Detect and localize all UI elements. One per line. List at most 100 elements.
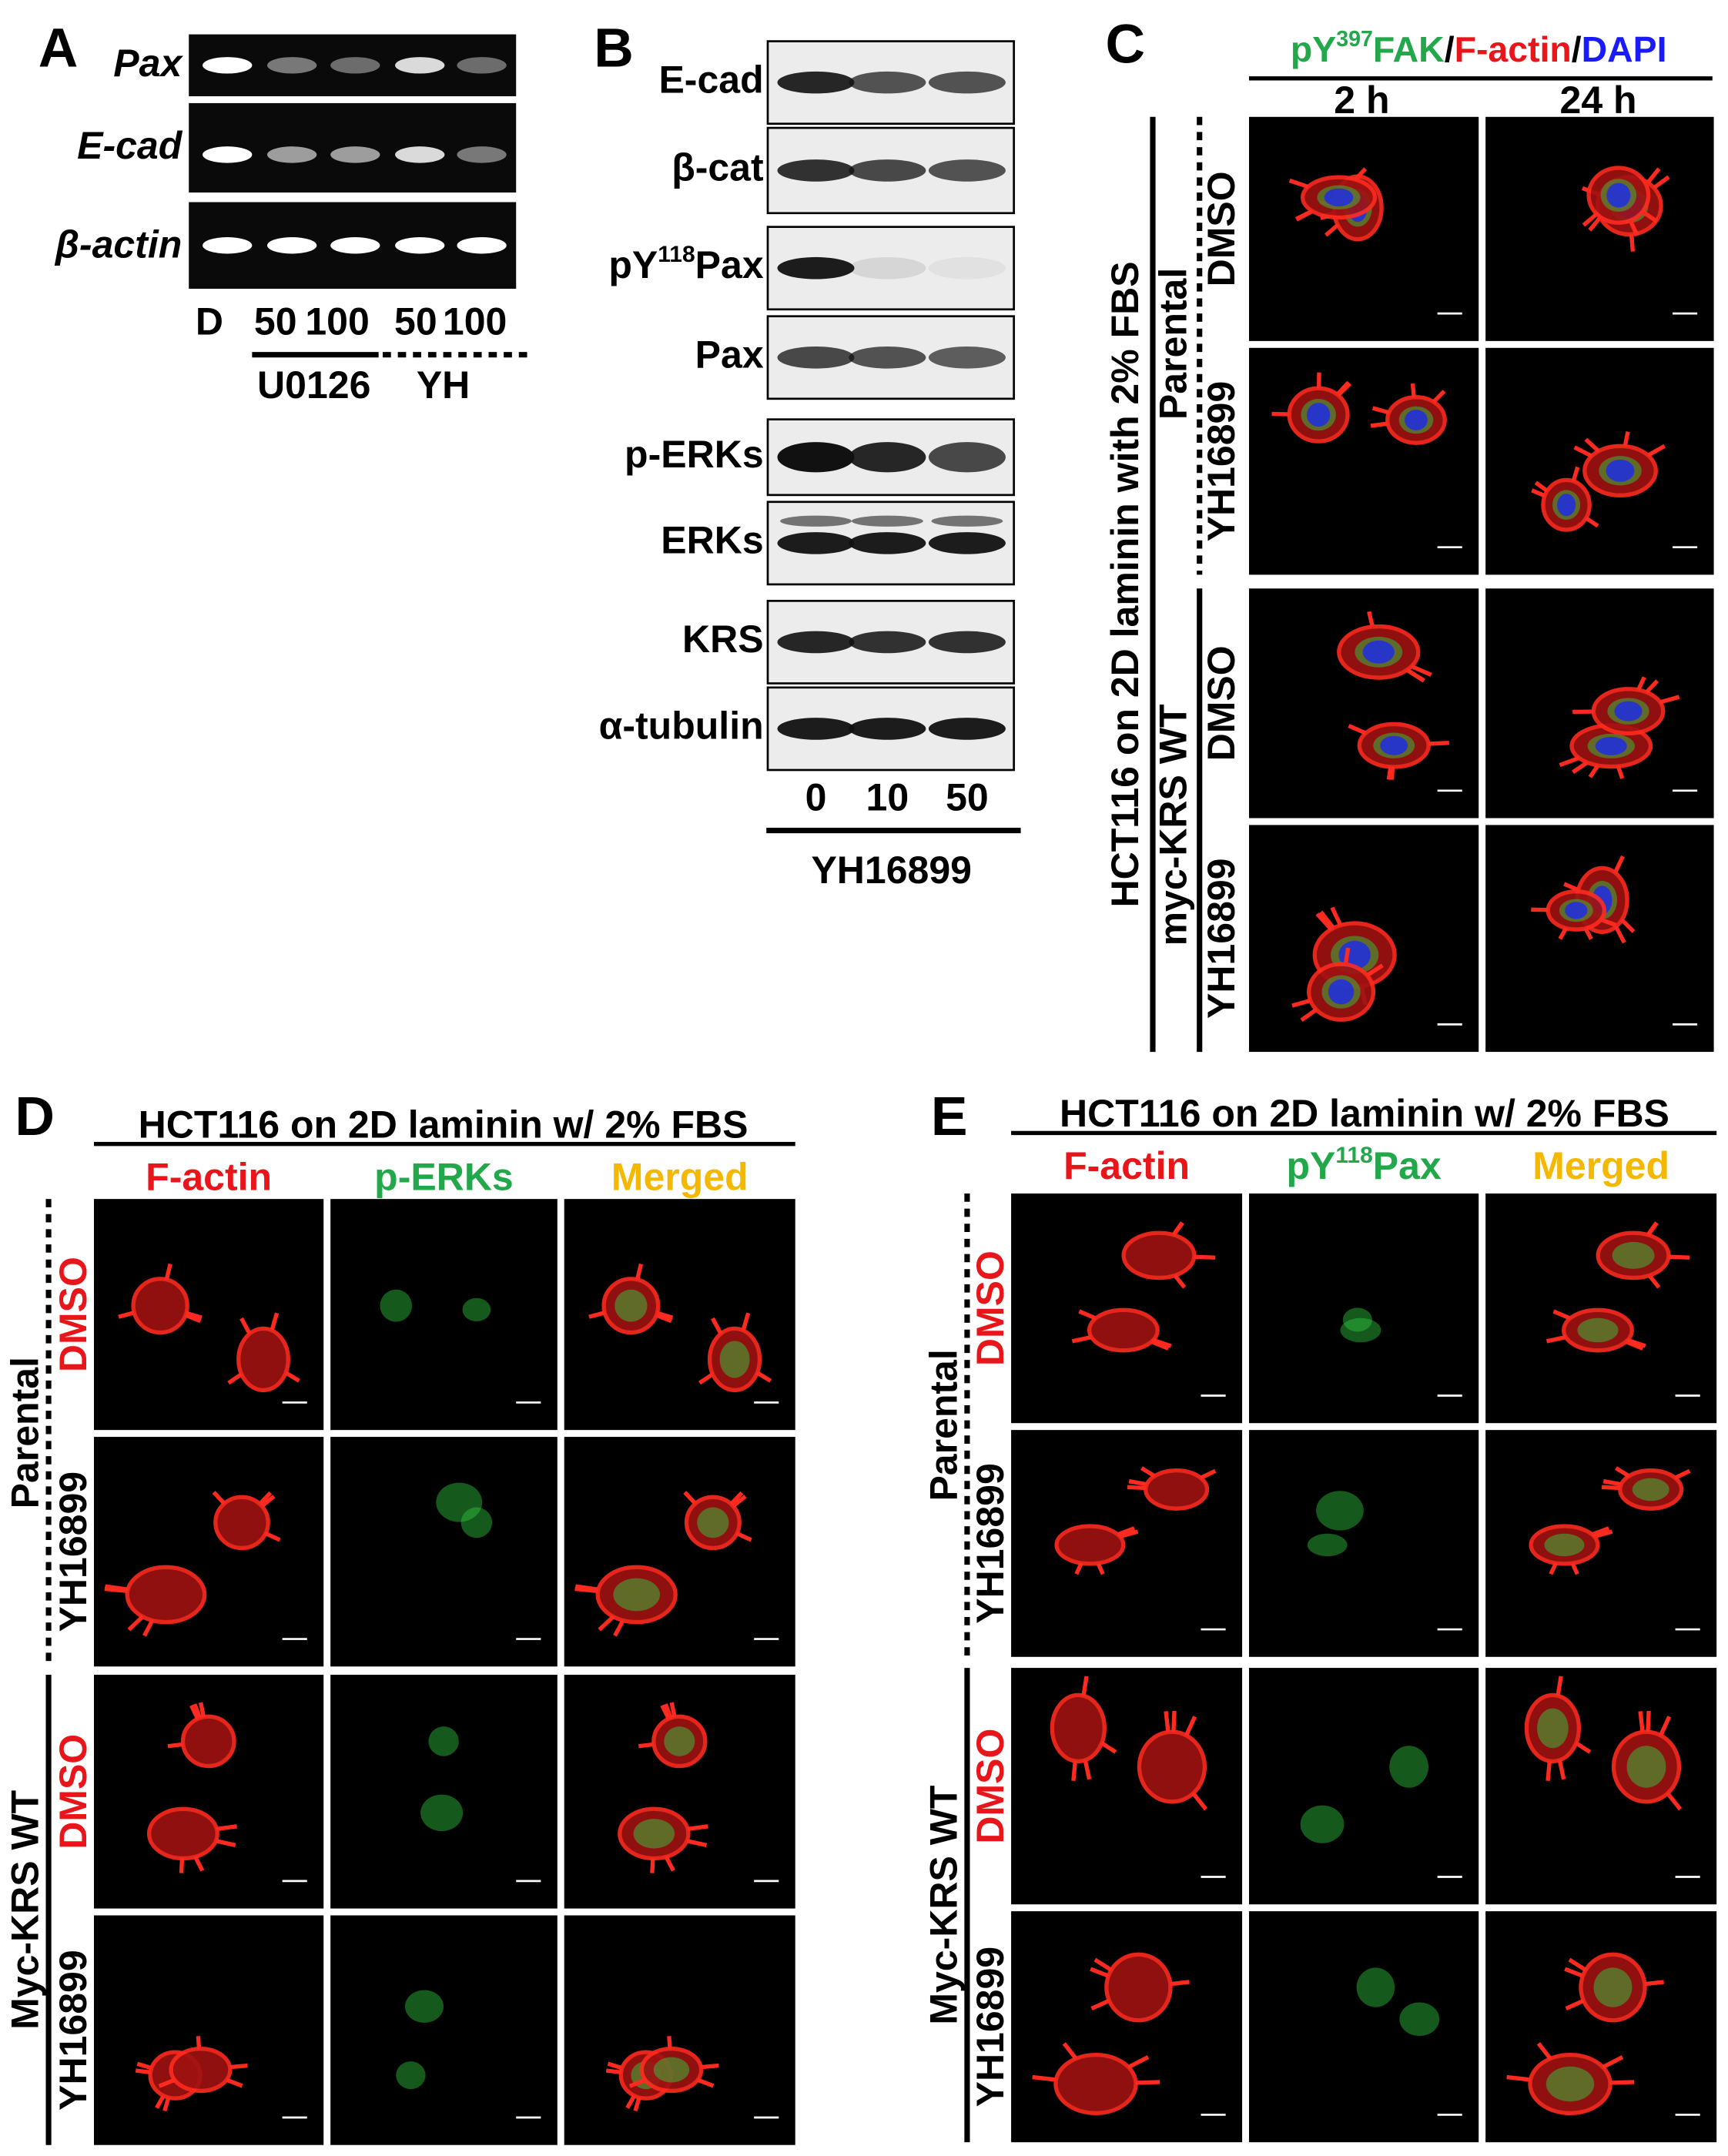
cell-protrusion	[755, 1371, 772, 1383]
micrograph	[1011, 1430, 1243, 1657]
cell-nucleus	[1362, 640, 1395, 664]
cell-protrusion	[258, 1491, 273, 1506]
cell-protrusion	[1545, 1760, 1552, 1782]
cell-protrusion	[1612, 855, 1625, 874]
cell-protrusion	[1646, 1710, 1651, 1732]
micrograph	[1485, 116, 1714, 341]
cell-protrusion	[229, 2063, 248, 2070]
cell-protrusion	[1365, 963, 1384, 977]
cell-protrusion	[735, 1532, 752, 1542]
cell-line-label: Parental	[3, 1357, 46, 1508]
cell-protrusion	[1582, 212, 1599, 227]
cell-protrusion	[155, 2094, 166, 2109]
gel-band	[457, 237, 507, 254]
cell-protrusion	[1609, 2080, 1635, 2085]
title-part: pY	[1291, 29, 1336, 69]
blot-band	[928, 159, 1006, 182]
lane-label: 10	[866, 775, 909, 819]
cell-protrusion	[1653, 175, 1670, 190]
gel-band	[330, 57, 380, 74]
cell-protrusion	[1602, 1479, 1622, 1487]
cell-signal	[653, 2057, 690, 2083]
cell-protrusion	[633, 2097, 641, 2112]
cell-protrusion	[613, 1619, 625, 1637]
micrograph	[330, 1199, 558, 1431]
cell-protrusion	[135, 2068, 151, 2074]
cell-protrusion	[1552, 1309, 1572, 1321]
cell-signal	[1537, 1708, 1569, 1749]
gel-band	[203, 146, 253, 163]
cell-protrusion	[1090, 1998, 1110, 2010]
micrograph	[330, 1437, 558, 1667]
cell-protrusion	[625, 2094, 637, 2109]
panel-title: HCT116 on 2D laminin w/ 2% FBS	[1060, 1092, 1669, 1135]
cell-actin	[1121, 1230, 1197, 1281]
cell-protrusion	[1405, 668, 1425, 683]
gel-band	[457, 57, 507, 74]
cell-protrusion	[650, 1858, 655, 1873]
column-label: 24 h	[1560, 79, 1637, 122]
cell-protrusion	[1062, 2042, 1078, 2061]
cell-protrusion	[162, 2097, 171, 2112]
channel-label: Merged	[1532, 1144, 1669, 1187]
treatment-label: YH16899	[969, 1463, 1012, 1624]
lane-label: 50	[254, 300, 297, 343]
cell-signal	[1399, 2002, 1440, 2037]
superscript: 118	[658, 242, 695, 267]
protein-label: pY118Pax	[608, 242, 763, 286]
micrograph	[330, 1915, 558, 2145]
blot-band	[777, 532, 855, 554]
cell-protrusion	[667, 2036, 672, 2049]
cell-protrusion	[1638, 1711, 1645, 1732]
cell-protrusion	[1386, 766, 1393, 780]
lane-label: 100	[443, 300, 507, 343]
cell-protrusion	[1644, 1980, 1664, 1987]
lane-label: 100	[305, 300, 369, 343]
cell-actin	[131, 1277, 189, 1335]
gel-band	[267, 146, 317, 163]
cell-protrusion	[1625, 1339, 1644, 1351]
cell-protrusion	[1557, 1759, 1566, 1780]
cell-protrusion	[1032, 2074, 1057, 2082]
blot-band	[928, 71, 1006, 94]
treatment-label: DMSO	[1200, 171, 1243, 286]
label-part: Pax	[1373, 1144, 1442, 1187]
cell-protrusion	[1172, 1221, 1184, 1237]
cell-protrusion	[1152, 1337, 1172, 1348]
cell-protrusion	[1184, 1716, 1197, 1736]
cell-protrusion	[1294, 209, 1314, 221]
cell-signal	[436, 1482, 483, 1522]
cell-protrusion	[663, 1703, 673, 1719]
cell-signal	[1632, 1478, 1669, 1502]
cell-actin	[169, 2047, 233, 2094]
micrograph	[1011, 1668, 1243, 1905]
cell-protrusion	[179, 1858, 185, 1873]
cell-actin	[213, 1495, 270, 1551]
cell-actin	[236, 1326, 290, 1393]
cell-protrusion	[607, 2061, 623, 2071]
treatment-label: YH16899	[969, 1947, 1012, 2107]
cell-protrusion	[1119, 1529, 1139, 1539]
channel-label: F-actin	[1063, 1144, 1190, 1187]
blot-band	[849, 631, 926, 654]
cell-protrusion	[1556, 1676, 1563, 1696]
cell-protrusion	[1135, 2080, 1160, 2085]
cell-protrusion	[1534, 480, 1549, 493]
cell-protrusion	[1674, 1468, 1691, 1480]
cell-protrusion	[1593, 1529, 1613, 1539]
cell-protrusion	[136, 2061, 152, 2071]
blot-band	[849, 718, 926, 740]
blot-band	[777, 442, 855, 473]
cell-protrusion	[1588, 216, 1602, 232]
cell-protrusion	[264, 1532, 281, 1542]
cell-protrusion	[1410, 664, 1432, 677]
cell-actin	[1104, 1952, 1173, 2023]
cell-nucleus	[1405, 410, 1428, 430]
cell-protrusion	[655, 1313, 672, 1324]
cell-protrusion	[1083, 1759, 1092, 1780]
cell-actin	[1087, 1307, 1160, 1353]
treatment-label: YH16899	[52, 1471, 95, 1632]
protein-label: KRS	[682, 618, 764, 661]
blot-band	[849, 532, 926, 554]
cell-protrusion	[687, 1824, 708, 1832]
